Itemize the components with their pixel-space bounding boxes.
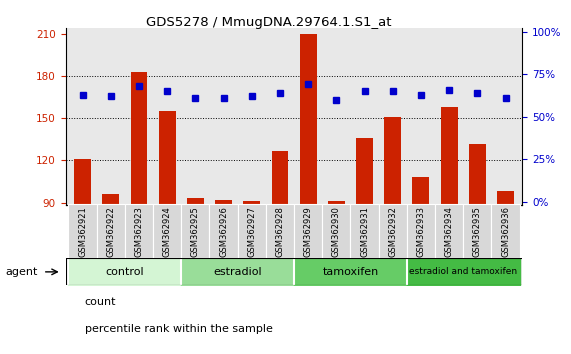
Bar — [300, 34, 317, 205]
Text: GSM362928: GSM362928 — [275, 206, 284, 257]
Text: GSM362927: GSM362927 — [247, 206, 256, 257]
Text: estradiol and tamoxifen: estradiol and tamoxifen — [409, 267, 517, 276]
Text: GSM362934: GSM362934 — [445, 206, 453, 257]
FancyBboxPatch shape — [407, 204, 435, 258]
FancyBboxPatch shape — [125, 204, 153, 258]
Text: estradiol: estradiol — [214, 267, 262, 277]
Text: GSM362924: GSM362924 — [163, 206, 172, 257]
Text: agent: agent — [6, 267, 38, 277]
Text: GSM362923: GSM362923 — [135, 206, 143, 257]
Text: GSM362932: GSM362932 — [388, 206, 397, 257]
Bar — [328, 201, 345, 205]
Text: control: control — [106, 267, 144, 277]
Text: GSM362933: GSM362933 — [416, 206, 425, 257]
Text: GSM362926: GSM362926 — [219, 206, 228, 257]
Bar — [102, 194, 119, 205]
FancyBboxPatch shape — [351, 204, 379, 258]
FancyBboxPatch shape — [69, 204, 96, 258]
Text: GSM362921: GSM362921 — [78, 206, 87, 257]
FancyBboxPatch shape — [322, 204, 351, 258]
FancyBboxPatch shape — [379, 204, 407, 258]
Text: GSM362922: GSM362922 — [106, 206, 115, 257]
Bar — [74, 159, 91, 205]
Bar — [384, 117, 401, 205]
Bar — [469, 143, 486, 205]
Text: GSM362931: GSM362931 — [360, 206, 369, 257]
FancyBboxPatch shape — [463, 204, 492, 258]
FancyBboxPatch shape — [294, 204, 322, 258]
Text: GSM362925: GSM362925 — [191, 206, 200, 257]
Bar — [412, 177, 429, 205]
FancyBboxPatch shape — [238, 204, 266, 258]
Bar — [187, 198, 204, 205]
FancyBboxPatch shape — [96, 204, 125, 258]
Bar — [131, 72, 147, 205]
Text: count: count — [85, 297, 116, 307]
FancyBboxPatch shape — [266, 204, 294, 258]
Text: GSM362930: GSM362930 — [332, 206, 341, 257]
Text: tamoxifen: tamoxifen — [323, 267, 379, 277]
FancyBboxPatch shape — [210, 204, 238, 258]
Bar — [159, 111, 176, 205]
Bar — [441, 107, 457, 205]
FancyBboxPatch shape — [492, 204, 520, 258]
Bar — [497, 191, 514, 205]
FancyBboxPatch shape — [181, 204, 210, 258]
Bar — [243, 201, 260, 205]
Bar — [356, 138, 373, 205]
Bar — [215, 200, 232, 205]
Text: GSM362929: GSM362929 — [304, 206, 313, 257]
FancyBboxPatch shape — [435, 204, 463, 258]
Text: GSM362936: GSM362936 — [501, 206, 510, 257]
FancyBboxPatch shape — [153, 204, 181, 258]
Text: percentile rank within the sample: percentile rank within the sample — [85, 324, 272, 333]
Text: GSM362935: GSM362935 — [473, 206, 482, 257]
Bar — [271, 150, 288, 205]
Text: GDS5278 / MmugDNA.29764.1.S1_at: GDS5278 / MmugDNA.29764.1.S1_at — [146, 16, 391, 29]
